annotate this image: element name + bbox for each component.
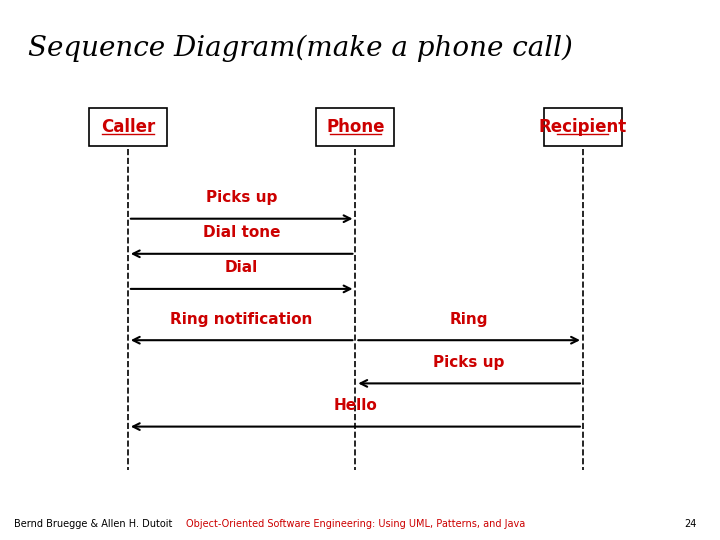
Text: Caller: Caller	[101, 118, 155, 136]
Text: Dial tone: Dial tone	[203, 225, 280, 240]
FancyBboxPatch shape	[544, 108, 622, 146]
FancyBboxPatch shape	[316, 108, 395, 146]
Text: Ring: Ring	[450, 312, 488, 327]
Text: Picks up: Picks up	[433, 355, 505, 370]
Text: Ring notification: Ring notification	[171, 312, 313, 327]
Text: 24: 24	[684, 519, 696, 529]
Text: Recipient: Recipient	[539, 118, 627, 136]
Text: Object-Oriented Software Engineering: Using UML, Patterns, and Java: Object-Oriented Software Engineering: Us…	[186, 519, 525, 529]
Text: Picks up: Picks up	[206, 190, 277, 205]
Text: Bernd Bruegge & Allen H. Dutoit: Bernd Bruegge & Allen H. Dutoit	[14, 519, 173, 529]
Text: Dial: Dial	[225, 260, 258, 275]
FancyBboxPatch shape	[89, 108, 167, 146]
Text: Phone: Phone	[326, 118, 384, 136]
Text: Hello: Hello	[333, 398, 377, 413]
Text: Sequence Diagram(make a phone call): Sequence Diagram(make a phone call)	[28, 35, 573, 63]
